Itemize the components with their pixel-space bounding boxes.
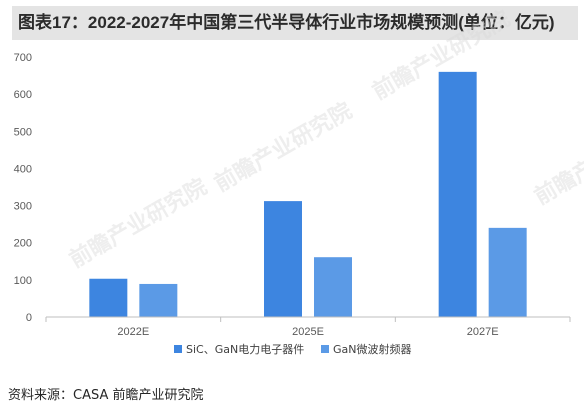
chart-title: 图表17：2022-2027年中国第三代半导体行业市场规模预测(单位：亿元) — [12, 6, 578, 40]
legend-label: GaN微波射频器 — [333, 342, 412, 356]
y-tick-label: 100 — [14, 275, 32, 287]
y-tick-label: 300 — [14, 201, 32, 213]
y-tick-label: 200 — [14, 238, 32, 250]
legend-swatch — [321, 345, 329, 353]
x-tick-label: 2022E — [117, 326, 149, 338]
y-tick-label: 400 — [14, 163, 32, 175]
watermark-text: 前瞻产业研究院 — [65, 174, 211, 274]
x-axis: 2022E 2025E 2027E — [45, 316, 571, 338]
bar — [488, 227, 527, 317]
bars-layer — [89, 71, 527, 317]
x-tick-label: 2027E — [467, 326, 499, 338]
bar — [314, 257, 352, 317]
bar — [438, 71, 477, 317]
y-tick-label: 0 — [26, 312, 32, 324]
y-tick-label: 500 — [14, 126, 32, 138]
bar — [89, 278, 128, 317]
legend: SiC、GaN电力电子器件 GaN微波射频器 — [174, 342, 412, 356]
watermark-text: 前瞻产业研究院 — [530, 111, 584, 211]
source-note: 资料来源：CASA 前瞻产业研究院 — [8, 388, 204, 403]
bar — [264, 201, 302, 317]
y-tick-label: 700 — [14, 52, 32, 64]
x-tick-label: 2025E — [292, 326, 324, 338]
legend-swatch — [174, 345, 182, 353]
y-axis: 0 100 200 300 400 500 600 700 — [14, 52, 32, 324]
legend-label: SiC、GaN电力电子器件 — [186, 343, 304, 356]
bar — [139, 283, 178, 317]
watermark-text: 前瞻产业研究院 — [210, 98, 356, 198]
y-tick-label: 600 — [14, 89, 32, 101]
